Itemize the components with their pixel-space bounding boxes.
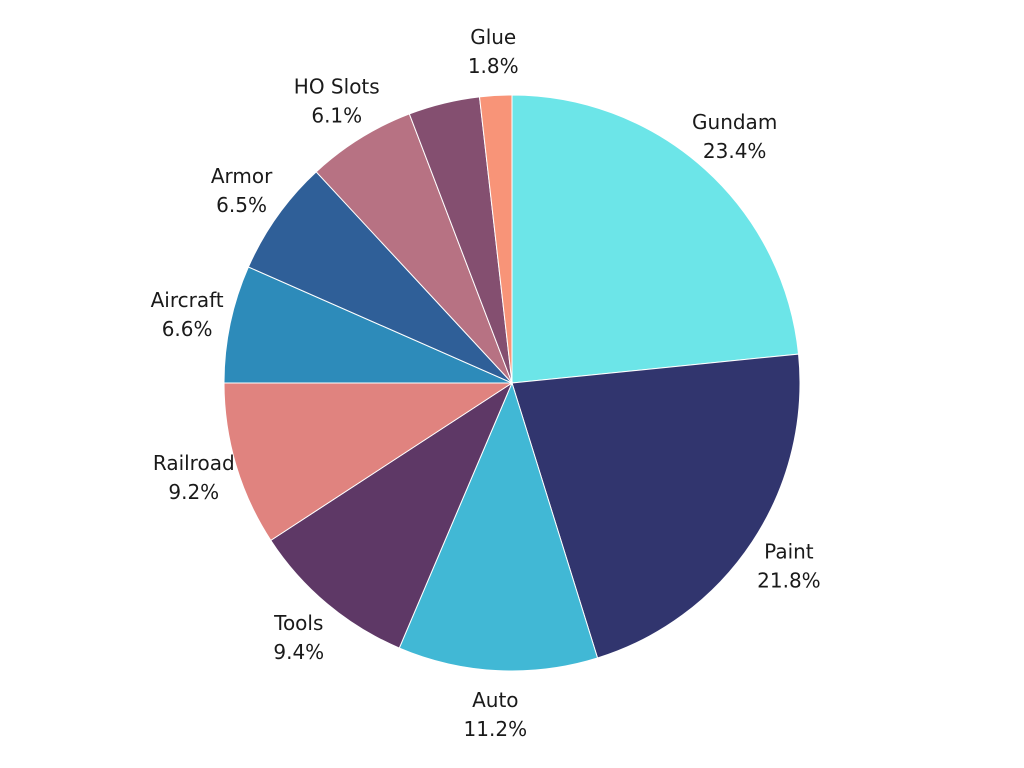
pie-label-railroad: Railroad 9.2% bbox=[153, 451, 235, 504]
pie-label-category: HO Slots bbox=[294, 75, 380, 99]
pie-label-value: 1.8% bbox=[468, 54, 519, 78]
pie-label-value: 9.4% bbox=[273, 640, 324, 664]
pie-label-value: 6.5% bbox=[216, 193, 267, 217]
pie-label-tools: Tools 9.4% bbox=[273, 611, 324, 664]
pie-label-value: 21.8% bbox=[757, 569, 821, 593]
pie-label-category: Aircraft bbox=[151, 288, 224, 312]
pie-slice-tools bbox=[270, 381, 514, 649]
pie-label-value: 6.6% bbox=[162, 317, 213, 341]
pie-label-category: Tools bbox=[273, 611, 323, 635]
pie-label-category: Gundam bbox=[692, 110, 777, 134]
pie-label-category: Paint bbox=[764, 540, 814, 564]
pie-label-category: Railroad bbox=[153, 451, 235, 475]
pie-slice-aircraft bbox=[223, 266, 513, 384]
pie-label-value: 9.2% bbox=[168, 480, 219, 504]
pie-label-category: Armor bbox=[211, 164, 273, 188]
pie-slice-armor bbox=[247, 171, 513, 384]
pie-slices bbox=[223, 94, 801, 672]
pie-slice-auto bbox=[398, 381, 599, 672]
pie-slice-glue bbox=[478, 94, 513, 384]
pie-label-value: 6.1% bbox=[311, 104, 362, 128]
pie-label-category: Auto bbox=[472, 688, 518, 712]
pie-label-value: 23.4% bbox=[703, 139, 767, 163]
pie-label-aircraft: Aircraft 6.6% bbox=[151, 288, 224, 341]
pie-label-value: 11.2% bbox=[464, 717, 528, 741]
pie-slice-gundam bbox=[511, 94, 800, 384]
pie-label-ho-slots: HO Slots 6.1% bbox=[294, 75, 380, 128]
pie-label-auto: Auto 11.2% bbox=[464, 688, 528, 741]
pie-label-armor: Armor 6.5% bbox=[211, 164, 273, 217]
pie-label-glue: Glue 1.8% bbox=[468, 25, 519, 78]
pie-label-category: Glue bbox=[470, 25, 516, 49]
pie-label-gundam: Gundam 23.4% bbox=[692, 110, 777, 163]
pie-label-paint: Paint 21.8% bbox=[757, 540, 821, 593]
pie-slice-railroad bbox=[223, 382, 514, 542]
pie-slice-paint bbox=[511, 353, 801, 659]
pie-labels: Gundam 23.4% Paint 21.8% Auto 11.2% Tools 9.4% R… bbox=[151, 25, 821, 741]
